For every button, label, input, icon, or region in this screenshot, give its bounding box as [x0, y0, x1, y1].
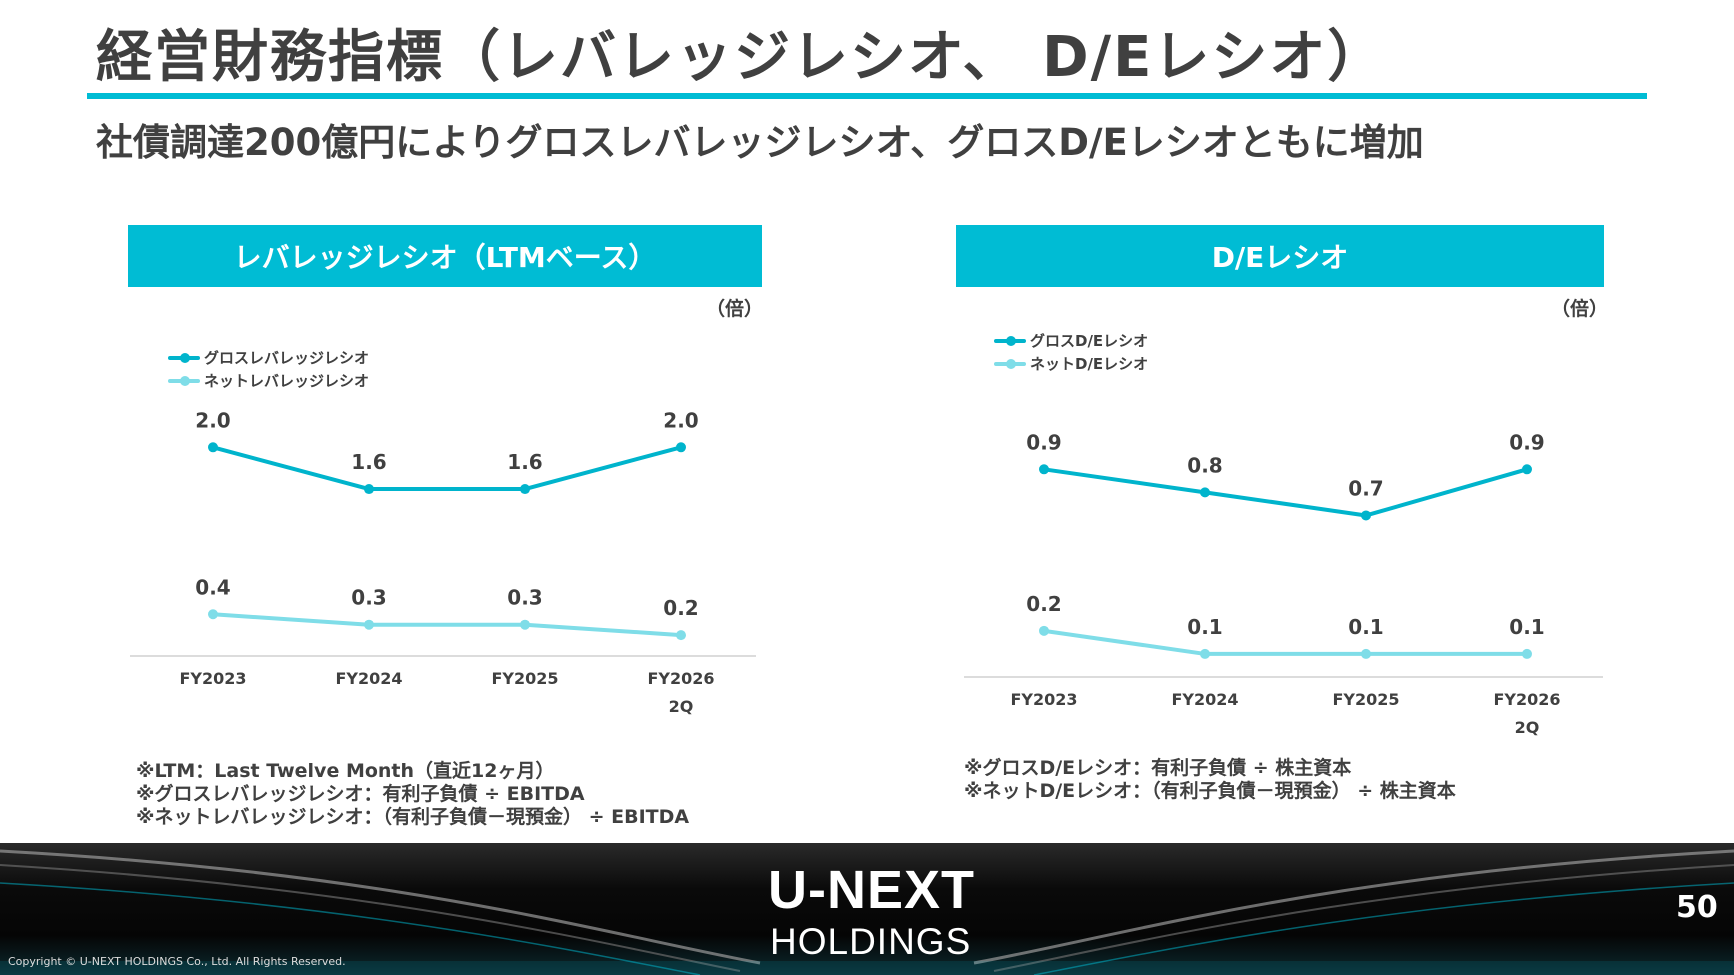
- legend-swatch-net: [994, 358, 1026, 369]
- series-line: [211, 612, 683, 638]
- data-label: 0.1: [1348, 615, 1383, 639]
- x-tick-label: FY2023: [1010, 690, 1077, 709]
- company-logo-text: HOLDINGS: [770, 921, 972, 962]
- x-tick-label: FY2025: [491, 669, 558, 688]
- data-point: [208, 609, 218, 620]
- data-label: 0.7: [1348, 476, 1383, 500]
- data-label: 2.0: [663, 408, 698, 432]
- note-line: ※グロスD/Eレシオ：有利子負債 ÷ 株主資本: [964, 757, 1352, 779]
- data-point: [1522, 648, 1532, 659]
- leverage-panel-header: レバレッジレシオ（LTMベース）: [128, 225, 762, 287]
- data-point: [1039, 464, 1049, 475]
- legend-label: グロスD/Eレシオ: [1030, 332, 1149, 350]
- data-point: [676, 630, 686, 641]
- leverage-line-chart: FY2023 FY2024 FY2025 FY2026 2Q 2.0 1.6 1.6 2.0 0.…: [130, 408, 756, 716]
- legend-item-gross-de: グロスD/Eレシオ: [994, 329, 1148, 352]
- x-tick-label: FY2024: [335, 669, 402, 688]
- data-point: [676, 442, 686, 453]
- x-tick-label: FY2024: [1171, 690, 1238, 709]
- series-line: [211, 445, 683, 492]
- leverage-notes: ※LTM：Last Twelve Month（直近12ヶ月） ※グロスレバレッジ…: [136, 760, 689, 829]
- de-ratio-unit-label: （倍）: [1551, 298, 1609, 320]
- x-tick-label: FY2023: [179, 669, 246, 688]
- page-title: 経営財務指標（レバレッジレシオ、 D/Eレシオ）: [96, 25, 1386, 90]
- data-point: [520, 619, 530, 630]
- data-label: 0.1: [1187, 615, 1222, 639]
- data-point: [1361, 510, 1371, 521]
- legend-item-net-de: ネットD/Eレシオ: [994, 352, 1148, 375]
- copyright-notice: Copyright © U-NEXT HOLDINGS Co., Ltd. Al…: [8, 955, 346, 968]
- x-tick-label: FY2026: [647, 669, 714, 688]
- leverage-legend: グロスレバレッジレシオ ネットレバレッジレシオ: [168, 346, 369, 392]
- de-ratio-line-chart: FY2023 FY2024 FY2025 FY2026 2Q 0.9 0.8 0.7 0.9 0.…: [964, 430, 1603, 737]
- x-tick-label: 2Q: [669, 697, 694, 716]
- footer-banner: U-NEXT HOLDINGS 50 Copyright © U-NEXT HO…: [0, 843, 1734, 975]
- data-point: [1200, 648, 1210, 659]
- legend-swatch-gross: [994, 335, 1026, 346]
- data-point: [1039, 625, 1049, 636]
- footer-light-streaks: [0, 849, 1734, 975]
- data-point: [364, 484, 374, 495]
- legend-item-gross-leverage: グロスレバレッジレシオ: [168, 346, 369, 369]
- x-tick-label: FY2026: [1493, 690, 1560, 709]
- page-subtitle: 社債調達200億円によりグロスレバレッジレシオ、グロスD/Eレシオともに増加: [96, 121, 1424, 164]
- data-point: [1200, 487, 1210, 498]
- data-label: 1.6: [507, 450, 542, 474]
- data-point: [208, 442, 218, 453]
- x-tick-label: FY2025: [1332, 690, 1399, 709]
- data-point: [520, 484, 530, 495]
- legend-label: グロスレバレッジレシオ: [204, 349, 370, 367]
- data-label: 2.0: [195, 408, 230, 432]
- de-ratio-notes: ※グロスD/Eレシオ：有利子負債 ÷ 株主資本 ※ネットD/Eレシオ：（有利子負…: [964, 757, 1456, 803]
- x-tick-label: 2Q: [1515, 718, 1540, 737]
- data-label: 0.9: [1026, 430, 1061, 454]
- data-label: 0.8: [1187, 453, 1222, 477]
- page-number: 50: [1676, 890, 1718, 925]
- note-line: ※ネットレバレッジレシオ：（有利子負債－現預金） ÷ EBITDA: [136, 806, 690, 828]
- data-point: [364, 619, 374, 630]
- de-ratio-panel-header: D/Eレシオ: [956, 225, 1604, 287]
- legend-swatch-net: [168, 375, 200, 386]
- note-line: ※ネットD/Eレシオ：（有利子負債－現預金） ÷ 株主資本: [964, 780, 1456, 802]
- data-point: [1522, 464, 1532, 475]
- data-label: 0.2: [663, 596, 698, 620]
- title-divider: [87, 93, 1647, 99]
- data-point: [1361, 648, 1371, 659]
- leverage-unit-label: （倍）: [706, 298, 764, 320]
- data-label: 0.4: [195, 575, 230, 599]
- series-line: [1042, 628, 1529, 656]
- note-line: ※LTM：Last Twelve Month（直近12ヶ月）: [136, 760, 555, 782]
- data-label: 0.9: [1509, 430, 1544, 454]
- data-label: 0.2: [1026, 592, 1061, 616]
- series-line: [1042, 467, 1529, 518]
- de-ratio-legend: グロスD/Eレシオ ネットD/Eレシオ: [994, 329, 1148, 375]
- note-line: ※グロスレバレッジレシオ：有利子負債 ÷ EBITDA: [136, 783, 585, 805]
- legend-swatch-gross: [168, 352, 200, 363]
- company-logo-mark: U-NEXT: [768, 860, 975, 920]
- data-label: 0.1: [1509, 615, 1544, 639]
- data-label: 1.6: [351, 450, 386, 474]
- data-label: 0.3: [507, 586, 542, 610]
- legend-label: ネットD/Eレシオ: [1030, 355, 1149, 373]
- data-label: 0.3: [351, 586, 386, 610]
- legend-item-net-leverage: ネットレバレッジレシオ: [168, 369, 369, 392]
- legend-label: ネットレバレッジレシオ: [204, 372, 370, 390]
